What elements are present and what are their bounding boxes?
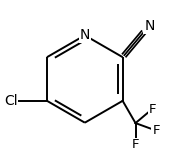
Text: F: F: [132, 138, 139, 151]
Text: F: F: [152, 124, 160, 137]
Text: Cl: Cl: [4, 94, 17, 108]
Text: N: N: [144, 19, 155, 33]
Text: F: F: [149, 103, 156, 115]
Text: N: N: [80, 28, 90, 42]
